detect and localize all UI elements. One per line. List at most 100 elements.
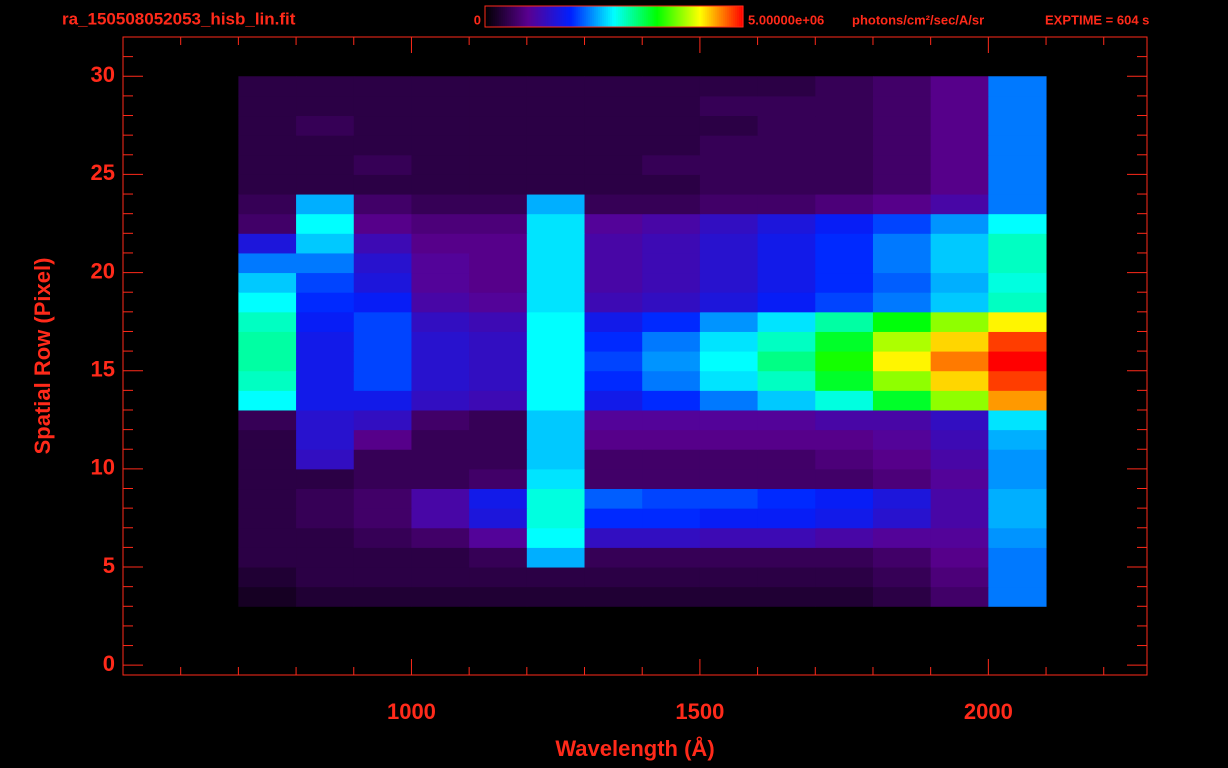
- heatmap-cell: [296, 213, 355, 234]
- colorbar-segment: [571, 6, 575, 27]
- heatmap-cell: [526, 567, 586, 588]
- heatmap-cell: [930, 292, 989, 313]
- colorbar-segment: [686, 6, 690, 27]
- x-axis-label: Wavelength (Å): [555, 735, 714, 761]
- heatmap-cell: [815, 135, 874, 156]
- colorbar-segment: [630, 6, 633, 27]
- colorbar-segment: [611, 6, 615, 27]
- colorbar-segment: [668, 6, 672, 27]
- heatmap-cell: [411, 331, 470, 352]
- heatmap-cell: [642, 429, 701, 450]
- colorbar-tick-label: 0: [474, 12, 481, 27]
- colorbar-segment: [519, 6, 522, 27]
- heatmap-cell: [296, 370, 355, 391]
- heatmap-cell: [584, 174, 643, 195]
- heatmap-cell: [296, 331, 355, 352]
- heatmap-cell: [584, 213, 643, 234]
- colorbar-segment: [654, 6, 657, 27]
- colorbar-segment: [553, 6, 557, 27]
- heatmap-cell: [757, 508, 816, 529]
- heatmap-cell: [757, 331, 816, 352]
- colorbar-segment: [491, 6, 494, 27]
- heatmap-cell: [988, 351, 1047, 372]
- colorbar-segment: [708, 6, 712, 27]
- heatmap-cell: [469, 567, 528, 588]
- heatmap-cell: [699, 331, 759, 352]
- colorbar-segment: [720, 6, 724, 27]
- heatmap-cell: [469, 351, 528, 372]
- heatmap-cell: [815, 527, 874, 548]
- colorbar-segment: [620, 6, 623, 27]
- colorbar-segment: [662, 6, 665, 27]
- heatmap-cell: [469, 154, 528, 175]
- heatmap-cell: [642, 547, 701, 568]
- heatmap-cell: [411, 508, 470, 529]
- heatmap-cell: [296, 95, 355, 117]
- heatmap-cell: [815, 115, 874, 136]
- heatmap-cell: [469, 174, 528, 195]
- heatmap-cell: [872, 76, 932, 97]
- heatmap-cell: [699, 390, 759, 411]
- heatmap-cell: [988, 154, 1047, 175]
- heatmap-cell: [584, 194, 643, 215]
- heatmap-cell: [930, 174, 989, 195]
- heatmap-cell: [699, 409, 759, 431]
- heatmap-cell: [353, 390, 412, 411]
- heatmap-cell: [469, 449, 528, 470]
- heatmap-cell: [988, 331, 1047, 352]
- heatmap-cell: [238, 547, 297, 568]
- colorbar-segment: [567, 6, 571, 27]
- heatmap-cell: [238, 76, 297, 97]
- heatmap-cell: [469, 488, 528, 509]
- heatmap-cell: [757, 213, 816, 234]
- colorbar-segment: [660, 6, 663, 27]
- colorbar-segment: [642, 6, 645, 27]
- heatmap-cell: [930, 429, 989, 450]
- heatmap-cell: [238, 370, 297, 391]
- heatmap-cell: [584, 547, 643, 568]
- colorbar-segment: [652, 6, 655, 27]
- colorbar-segment: [704, 6, 708, 27]
- heatmap-cell: [872, 311, 932, 332]
- heatmap-cell: [238, 429, 297, 450]
- colorbar-segment: [656, 6, 659, 27]
- colorbar-segment: [561, 6, 565, 27]
- colorbar-segment: [557, 6, 561, 27]
- heatmap-cell: [642, 135, 701, 156]
- heatmap-cell: [988, 449, 1047, 470]
- heatmap-cell: [584, 135, 643, 156]
- heatmap-cell: [699, 488, 759, 509]
- heatmap-cell: [411, 76, 470, 97]
- heatmap-cell: [757, 351, 816, 372]
- colorbar-segment: [628, 6, 631, 27]
- heatmap-cell: [872, 547, 932, 568]
- colorbar-segment: [716, 6, 720, 27]
- heatmap-cell: [815, 370, 874, 391]
- colorbar-segment: [555, 6, 559, 27]
- heatmap-cell: [872, 154, 932, 175]
- heatmap-cell: [930, 233, 989, 254]
- heatmap-cell: [930, 76, 989, 97]
- heatmap-cell: [757, 174, 816, 195]
- heatmap-cell: [872, 174, 932, 195]
- heatmap-cell: [642, 409, 701, 431]
- heatmap-cell: [757, 468, 816, 490]
- heatmap-cell: [642, 508, 701, 529]
- heatmap-cell: [872, 292, 932, 313]
- heatmap-cell: [872, 213, 932, 234]
- heatmap-cell: [296, 567, 355, 588]
- colorbar-segment: [601, 6, 605, 27]
- colorbar-segment: [722, 6, 726, 27]
- heatmap-cell: [526, 213, 586, 234]
- heatmap-cell: [815, 508, 874, 529]
- heatmap-cell: [411, 174, 470, 195]
- heatmap-cell: [469, 272, 528, 293]
- colorbar-segment: [624, 6, 627, 27]
- heatmap-cell: [988, 233, 1047, 254]
- heatmap-cell: [411, 115, 470, 136]
- colorbar-segment: [638, 6, 641, 27]
- heatmap-cell: [642, 233, 701, 254]
- heatmap-cell: [411, 213, 470, 234]
- heatmap-cell: [584, 154, 643, 175]
